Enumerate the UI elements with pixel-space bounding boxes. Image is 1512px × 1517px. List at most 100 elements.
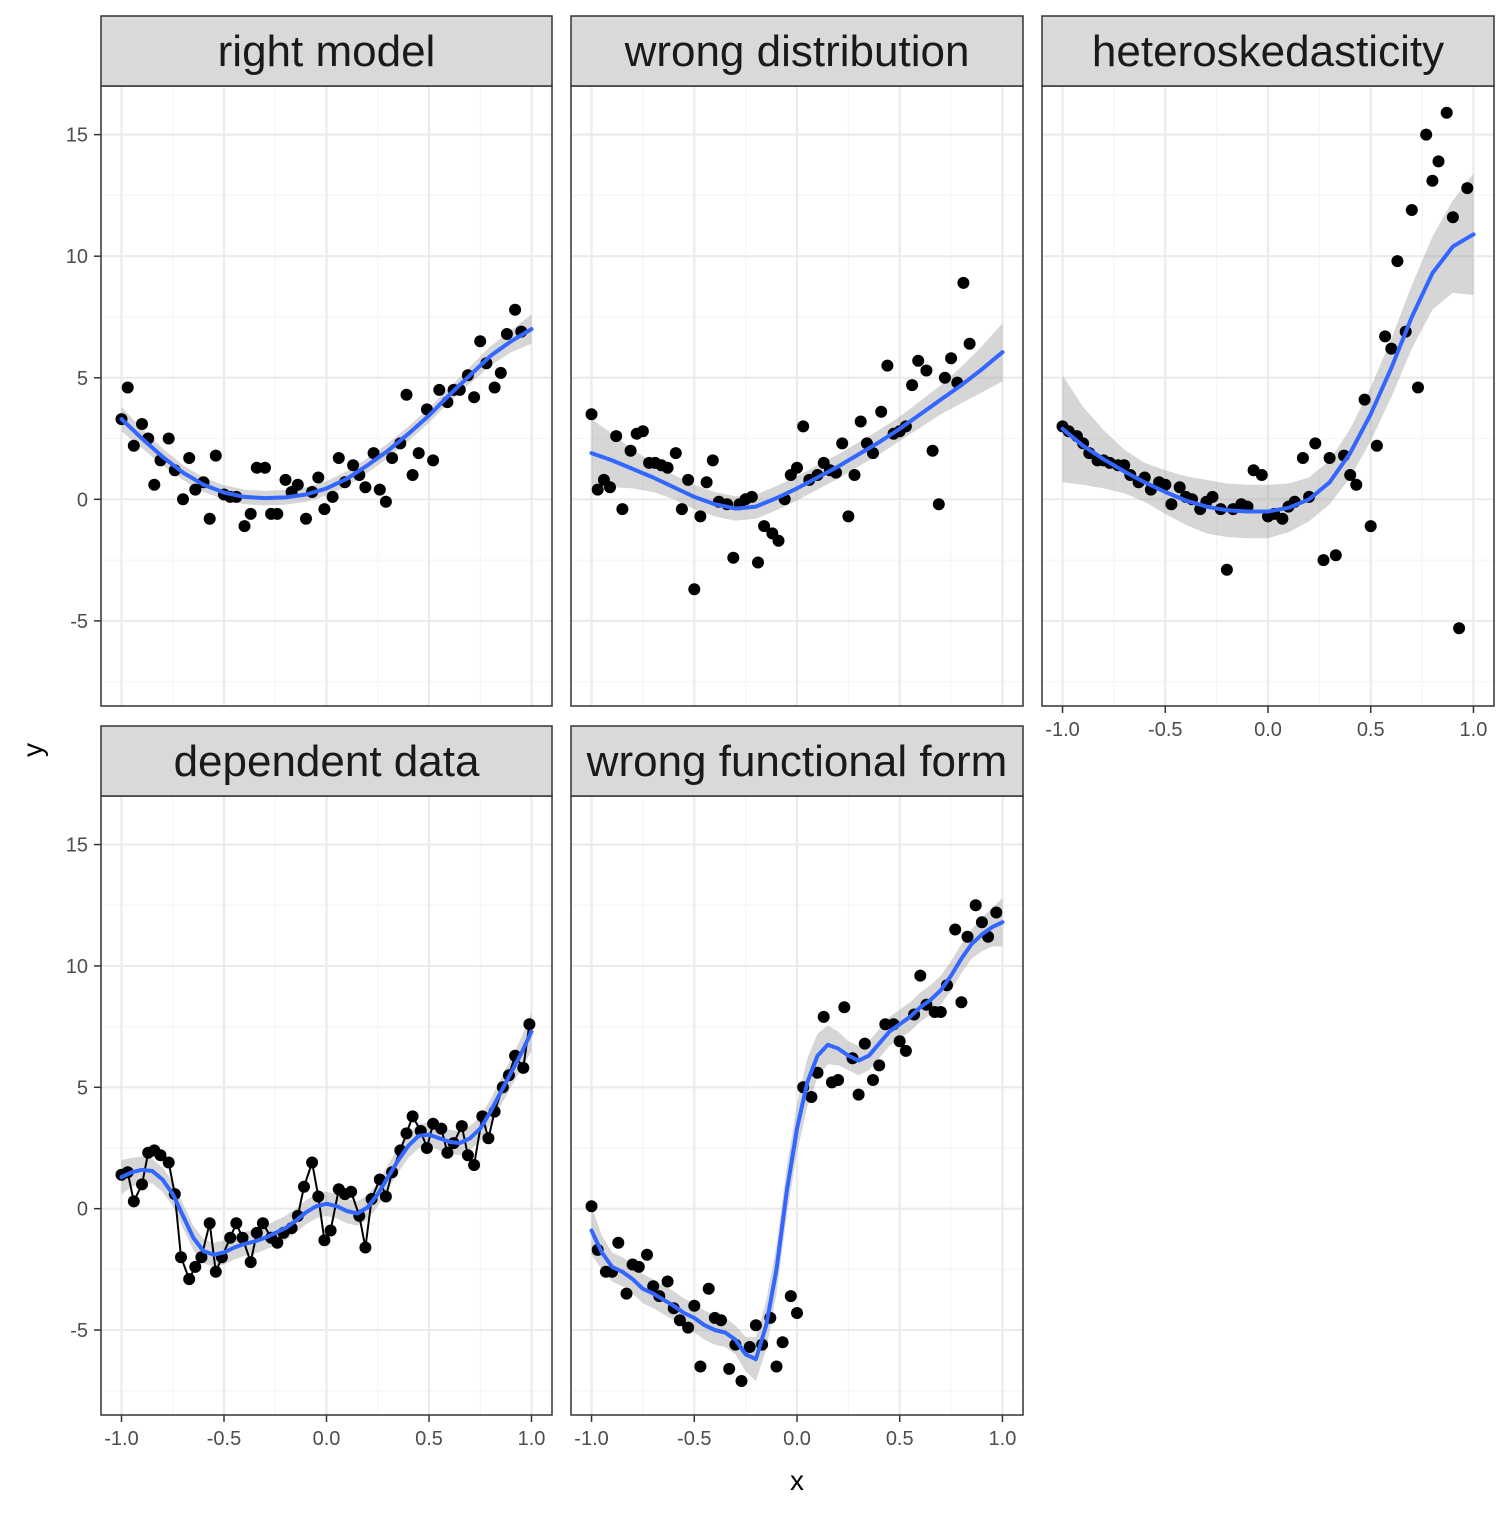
x-tick-label: 1.0 [518,1428,546,1450]
strip-title: heteroskedasticity [1092,27,1444,76]
data-point [1453,622,1466,635]
data-point [1255,469,1268,481]
data-point [852,1088,865,1101]
data-point [291,478,304,491]
data-point [238,520,251,533]
data-point [899,1044,912,1057]
data-point [1364,520,1377,533]
data-point [1405,204,1418,216]
x-tick-label: -0.5 [207,1428,241,1450]
data-point [632,1260,645,1273]
data-point [209,449,222,462]
data-point [715,1314,727,1327]
strip-title: right model [218,27,436,76]
data-point [359,1241,372,1254]
data-point [867,447,879,460]
data-point [244,1256,257,1269]
data-point [661,461,674,474]
data-point [271,1236,284,1249]
data-point [1309,437,1322,450]
data-point [957,276,970,289]
data-point [379,1190,392,1203]
data-point [517,1061,530,1074]
data-point [735,1375,748,1387]
data-point [1344,469,1357,481]
y-tick-label: 15 [66,125,88,147]
data-point [604,481,616,494]
x-tick-label: 0.0 [313,1428,341,1450]
data-point [811,1066,824,1079]
y-axis-title: y [17,743,48,757]
x-axis-title: x [790,1465,804,1496]
data-point [427,454,440,467]
data-point [858,1037,871,1050]
facet-panel: wrong functional form -1.0 -0.5 0.0 0.5 1.0 [570,725,1024,1450]
smooth-line [119,327,534,501]
data-point [1329,549,1342,562]
data-point [875,405,888,418]
data-point [867,1074,879,1086]
strip-title: wrong functional form [586,737,1008,786]
data-point [279,473,292,486]
data-point [435,1122,448,1135]
data-point [727,551,740,564]
data-point [318,1234,331,1247]
data-point [312,471,325,484]
data-point [920,364,933,377]
data-point [949,923,962,936]
x-tick-label: 1.0 [1460,719,1488,741]
data-point [189,1260,202,1273]
strip-background [100,15,553,87]
data-point [1317,554,1330,567]
data-point [468,391,481,404]
data-point [963,337,976,350]
data-point [250,461,263,474]
data-point [154,1149,167,1162]
data-point [474,335,487,348]
data-point [271,507,284,520]
data-point [797,420,810,433]
data-point [177,493,189,506]
data-point [127,1195,140,1208]
data-point [1358,393,1371,406]
data-point [932,498,945,511]
data-point [203,512,216,525]
data-point [791,1307,803,1319]
data-point [1350,478,1363,491]
data-point [945,352,958,365]
data-point [400,388,413,401]
data-point [1379,330,1392,343]
data-point [612,1236,625,1249]
data-point [817,1010,830,1023]
x-tick-label: -1.0 [1045,719,1079,741]
data-point [1296,452,1309,464]
data-point [441,1146,454,1159]
data-point [912,354,925,367]
data-point [324,1224,337,1237]
data-point [162,1156,175,1169]
y-tick-label: 0 [77,489,88,511]
data-point [359,481,372,494]
data-point [1446,211,1459,224]
data-point [838,1001,851,1014]
data-point [1420,128,1433,141]
data-point [669,447,682,460]
data-point [509,303,522,316]
data-point [1276,512,1289,525]
data-point [873,1059,886,1072]
data-point [893,1035,906,1048]
x-tick-label: -0.5 [1148,719,1182,741]
data-point [500,328,513,340]
facet-panel: wrong distribution [570,15,1024,707]
data-point [694,1360,707,1373]
data-point [312,1190,325,1203]
data-point [326,490,339,503]
confidence-ribbon [1062,173,1474,539]
data-point [616,503,629,516]
data-point [673,1314,686,1327]
data-point [745,490,758,503]
data-point [412,447,425,460]
data-point [488,381,501,394]
data-point [455,1120,468,1133]
